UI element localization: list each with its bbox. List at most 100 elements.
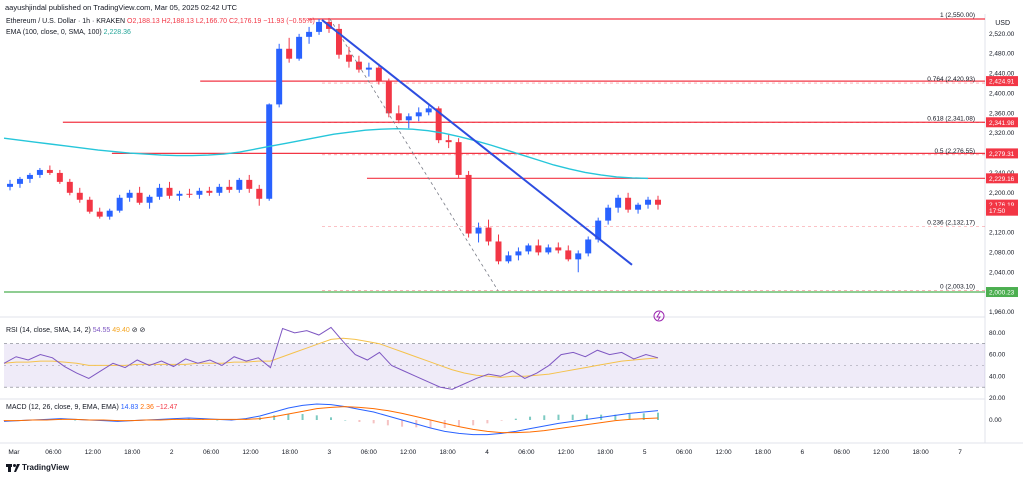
price-tag-label: 2,229.16 — [989, 176, 1015, 183]
candle-body — [335, 28, 342, 55]
ema-legend[interactable]: EMA (100, close, 0, SMA, 100) 2,228.36 — [6, 29, 131, 36]
fib-label: 0 (2,003.10) — [940, 284, 975, 291]
y-tick-label: 2,400.00 — [989, 90, 1015, 97]
macd-histogram-bar — [657, 412, 659, 420]
candle-body — [56, 172, 63, 182]
x-tick-label: 2 — [170, 449, 174, 456]
macd-histogram-bar — [386, 420, 389, 426]
candle-body — [605, 207, 612, 221]
symbol-legend: Ethereum / U.S. Dollar · 1h · KRAKEN O2,… — [6, 18, 315, 25]
candle-body — [226, 186, 233, 190]
candle-body — [296, 36, 303, 59]
symbol-name[interactable]: Ethereum / U.S. Dollar · 1h · KRAKEN — [6, 18, 126, 25]
macd-histogram-bar — [642, 413, 645, 420]
macd-histogram-bar — [443, 420, 446, 428]
candle-body — [545, 247, 552, 253]
price-tag-label: 2,000.23 — [989, 290, 1015, 297]
candle-body — [76, 192, 83, 200]
candle-body — [595, 220, 602, 240]
macd-histogram-bar — [358, 420, 361, 422]
candle-body — [266, 104, 273, 199]
brand-name: TradingView — [22, 463, 69, 472]
candle-body — [236, 179, 243, 190]
rsi-tick-label: 80.00 — [989, 330, 1006, 337]
candle-body — [345, 54, 352, 62]
candle-body — [176, 193, 183, 196]
x-tick-label: 18:00 — [439, 449, 456, 456]
candle-body — [26, 174, 33, 179]
x-tick-label: 12:00 — [558, 449, 575, 456]
x-tick-label: 12:00 — [242, 449, 259, 456]
x-tick-label: 12:00 — [873, 449, 890, 456]
candle-body — [7, 183, 13, 187]
candle-body — [146, 196, 153, 203]
x-tick-label: Mar — [8, 449, 20, 456]
y-tick-label: 2,080.00 — [989, 249, 1015, 256]
candle-body — [46, 169, 53, 173]
macd-histogram-bar — [614, 414, 617, 420]
rsi-tick-label: 60.00 — [989, 352, 1006, 359]
x-tick-label: 18:00 — [124, 449, 141, 456]
candle-body — [465, 174, 472, 234]
candle-body — [405, 116, 412, 121]
candle-body — [645, 199, 652, 205]
candle-body — [106, 210, 113, 217]
macd-histogram-bar — [628, 414, 631, 420]
macd-histogram-bar — [344, 420, 347, 421]
x-tick-label: 6 — [801, 449, 805, 456]
macd-histogram-bar — [216, 420, 219, 421]
rsi-tick-label: 20.00 — [989, 395, 1006, 402]
price-tag — [986, 148, 1018, 159]
y-tick-label: 2,040.00 — [989, 269, 1015, 276]
candle-body — [375, 67, 382, 82]
candle-body — [565, 250, 572, 260]
candle-body — [415, 112, 422, 117]
x-tick-label: 06:00 — [361, 449, 378, 456]
x-tick-label: 06:00 — [203, 449, 220, 456]
candle-body — [615, 197, 622, 208]
candle-body — [196, 190, 203, 195]
x-tick-label: 18:00 — [597, 449, 614, 456]
candle-body — [156, 187, 163, 197]
macd-histogram-bar — [301, 414, 304, 420]
rsi-legend[interactable]: RSI (14, close, SMA, 14, 2) 54.55 49.40 … — [6, 326, 145, 334]
fib-label: 0.5 (2,276.55) — [935, 148, 975, 155]
candle-body — [435, 108, 442, 141]
x-tick-label: 06:00 — [45, 449, 62, 456]
x-tick-label: 06:00 — [834, 449, 851, 456]
candle-body — [655, 199, 661, 205]
macd-histogram-bar — [74, 420, 77, 421]
candle-body — [575, 253, 582, 260]
price-tag — [986, 76, 1018, 87]
price-tag — [986, 173, 1018, 184]
x-tick-label: 06:00 — [518, 449, 535, 456]
fib-label: 0.764 (2,420.93) — [927, 76, 975, 83]
event-icon-bolt — [656, 311, 661, 321]
y-tick-label: 2,320.00 — [989, 130, 1015, 137]
candle-body — [186, 193, 193, 195]
fib-connector-line — [329, 18, 499, 291]
macd-histogram-bar — [287, 414, 290, 420]
fib-label: 0.618 (2,341.08) — [927, 116, 975, 123]
macd-value: 14.83 — [120, 404, 139, 411]
candle-body — [485, 227, 492, 242]
rsi-label: RSI (14, close, SMA, 14, 2) — [6, 327, 91, 334]
x-tick-label: 7 — [958, 449, 962, 456]
y-tick-label: 2,120.00 — [989, 230, 1015, 237]
candle-body — [316, 21, 323, 32]
candle-body — [445, 140, 452, 143]
macd-histogram-bar — [529, 416, 532, 420]
ohlc-values: O2,188.13 H2,188.13 L2,166.70 C2,176.19 … — [127, 18, 315, 25]
macd-tick-label: 0.00 — [989, 417, 1002, 424]
macd-line — [3, 403, 659, 436]
candle-body — [246, 179, 253, 189]
fib-label: 1 (2,550.00) — [940, 12, 975, 19]
macd-legend[interactable]: MACD (12, 26, close, 9, EMA, EMA) 14.83 … — [6, 404, 177, 411]
x-tick-label: 5 — [643, 449, 647, 456]
x-tick-label: 18:00 — [282, 449, 299, 456]
macd-histogram-bar — [486, 420, 489, 424]
candle-body — [66, 181, 73, 193]
tradingview-logo-icon — [6, 464, 20, 472]
rsi-band — [4, 343, 985, 388]
